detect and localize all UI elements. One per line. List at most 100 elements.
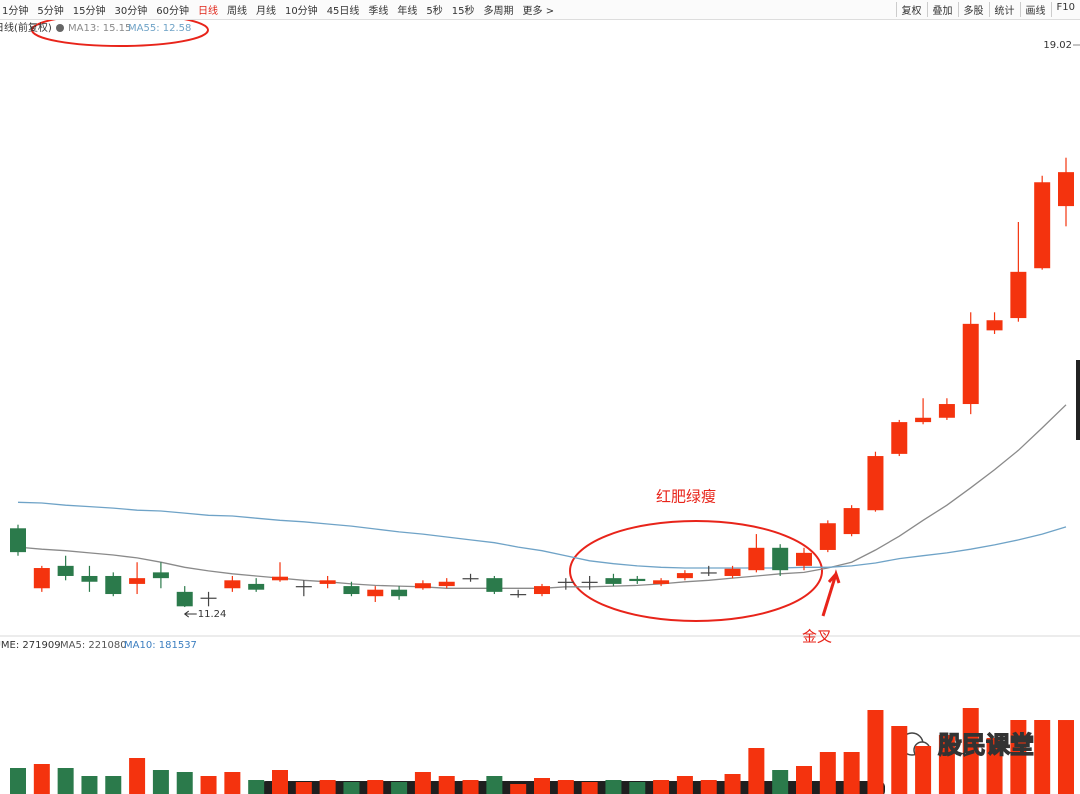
volume-bar bbox=[986, 738, 1003, 794]
candle-body bbox=[557, 581, 574, 583]
annotation: 红肥绿瘦 bbox=[656, 488, 716, 506]
candle-body bbox=[796, 552, 812, 566]
tool-buttons: 复权 叠加 多股 统计 画线 F10 bbox=[895, 2, 1080, 17]
tool-button[interactable]: 统计 bbox=[988, 2, 1020, 17]
candle-body bbox=[891, 422, 908, 454]
ma-line bbox=[17, 501, 1067, 569]
candle-body bbox=[843, 508, 860, 535]
scroll-handle bbox=[1076, 360, 1080, 440]
period-tab[interactable]: 季线 bbox=[368, 6, 389, 17]
tool-button[interactable]: F10 bbox=[1050, 2, 1080, 17]
volume-bar bbox=[915, 746, 932, 794]
annotation: 金叉 bbox=[802, 628, 832, 646]
candle-body bbox=[915, 417, 932, 423]
period-tab[interactable]: 10分钟 bbox=[284, 6, 318, 17]
candle-body bbox=[724, 568, 741, 576]
period-tab[interactable]: 30分钟 bbox=[114, 6, 148, 17]
volume-bar bbox=[367, 780, 384, 794]
candle-body bbox=[510, 594, 527, 596]
tool-button[interactable]: 复权 bbox=[895, 2, 927, 17]
volume-bar bbox=[200, 776, 217, 794]
candle-body bbox=[748, 547, 765, 571]
volume-bar bbox=[891, 726, 908, 794]
volume-bar bbox=[414, 772, 431, 794]
volume-bar bbox=[796, 766, 812, 794]
period-tab[interactable]: 多周期 bbox=[483, 6, 514, 17]
volume-bar bbox=[867, 710, 884, 794]
volume-bar bbox=[700, 780, 717, 794]
candle-body bbox=[986, 320, 1003, 331]
period-tab[interactable]: 周线 bbox=[226, 6, 247, 17]
volume-bar bbox=[843, 752, 860, 794]
volume-bar bbox=[248, 780, 265, 794]
candle-body bbox=[295, 586, 312, 588]
volume-bar bbox=[272, 770, 288, 794]
tool-button[interactable]: 画线 bbox=[1019, 2, 1051, 17]
settings-icon bbox=[56, 24, 64, 32]
candle-body bbox=[57, 565, 74, 576]
period-tab[interactable]: 15分钟 bbox=[72, 6, 106, 17]
volume-bar bbox=[462, 780, 479, 794]
candle-body bbox=[676, 573, 693, 579]
highlight-ellipse bbox=[569, 520, 823, 622]
period-tab[interactable]: 45日线 bbox=[326, 6, 360, 17]
candle-body bbox=[391, 589, 408, 597]
volume-bar bbox=[1058, 720, 1074, 794]
volume-bar bbox=[605, 780, 622, 794]
period-tab[interactable]: 5分钟 bbox=[37, 6, 64, 17]
candle-body bbox=[105, 575, 122, 595]
legend-entry: VOLUME: 271909 bbox=[0, 640, 61, 651]
tool-button[interactable]: 多股 bbox=[957, 2, 989, 17]
candle-body bbox=[248, 583, 265, 590]
volume-bar bbox=[962, 708, 979, 794]
period-tab[interactable]: 月线 bbox=[255, 6, 276, 17]
candle-body bbox=[581, 581, 598, 583]
candle-body bbox=[867, 456, 884, 511]
volume-bar bbox=[319, 780, 336, 794]
volume-bar bbox=[10, 768, 26, 794]
volume-bar bbox=[81, 776, 98, 794]
period-tab[interactable]: 15秒 bbox=[451, 6, 475, 17]
period-tab[interactable]: 5秒 bbox=[426, 6, 443, 17]
candle-body bbox=[1034, 182, 1051, 269]
arrow bbox=[821, 569, 841, 617]
tool-button[interactable]: 叠加 bbox=[926, 2, 958, 17]
candle-body bbox=[534, 586, 550, 595]
volume-bar bbox=[938, 735, 955, 794]
volume-bar bbox=[176, 772, 193, 794]
candle-body bbox=[129, 578, 146, 584]
candle-body bbox=[653, 580, 670, 584]
volume-bar bbox=[653, 780, 670, 794]
volume-bar bbox=[105, 776, 122, 794]
period-tab[interactable]: 60分钟 bbox=[156, 6, 189, 17]
volume-bar bbox=[295, 782, 312, 794]
volume-bar bbox=[438, 776, 455, 794]
period-tab[interactable]: 年线 bbox=[397, 6, 418, 17]
candle-body bbox=[605, 578, 622, 584]
candle-body bbox=[629, 578, 646, 582]
period-tab[interactable]: 1分钟 bbox=[2, 6, 29, 17]
low-label: 11.24 bbox=[198, 609, 227, 620]
volume-bar bbox=[1010, 720, 1027, 794]
candle-body bbox=[343, 586, 360, 595]
volume-bar bbox=[152, 770, 169, 794]
period-tab[interactable]: 更多 > bbox=[522, 6, 555, 17]
volume-bar bbox=[33, 764, 50, 794]
volume-bar bbox=[748, 748, 765, 794]
period-tab[interactable]: 日线 bbox=[197, 6, 218, 17]
volume-bar bbox=[676, 776, 693, 794]
legend-entry: MA5: 221080 bbox=[60, 640, 127, 651]
low-arrow bbox=[183, 610, 197, 618]
candle-body bbox=[772, 547, 789, 571]
chart-title: 日线(前复权) bbox=[0, 21, 52, 34]
candle-body bbox=[486, 578, 503, 592]
volume-bar bbox=[1034, 720, 1051, 794]
candle-body bbox=[414, 583, 431, 589]
volume-bar bbox=[581, 782, 598, 794]
volume-bar bbox=[57, 768, 74, 794]
candle-body bbox=[224, 580, 241, 589]
candle-body bbox=[367, 589, 384, 597]
candle-body bbox=[200, 597, 217, 599]
candle-body bbox=[438, 581, 455, 587]
